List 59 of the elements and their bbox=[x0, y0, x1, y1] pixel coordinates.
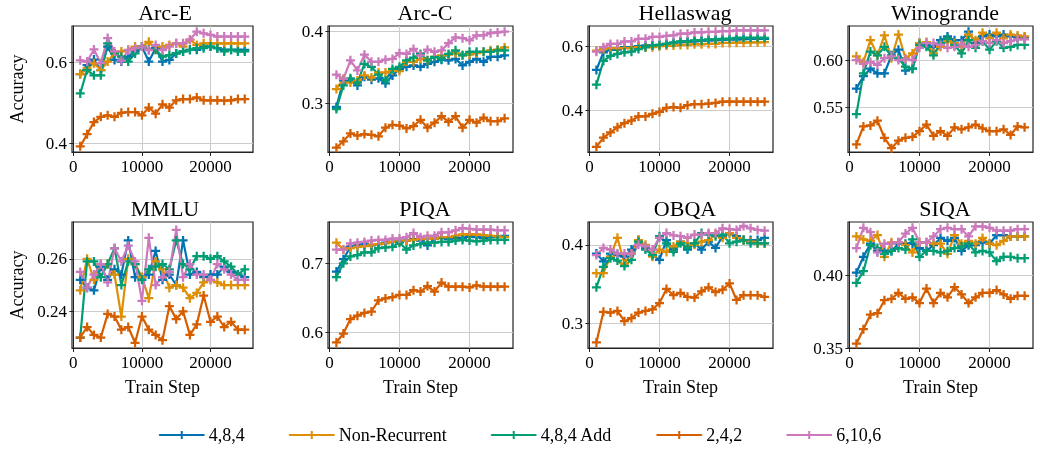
x-tick-label: 20000 bbox=[708, 353, 751, 372]
x-tick-label: 0 bbox=[585, 157, 594, 176]
y-tick-label: 0.4 bbox=[561, 100, 584, 120]
legend-label: 2,4,2 bbox=[706, 425, 743, 445]
x-tick-label: 0 bbox=[69, 353, 78, 372]
y-tick-label: 0.7 bbox=[301, 253, 324, 273]
x-tick-label: 0 bbox=[325, 353, 334, 372]
y-tick-label: 0.55 bbox=[813, 97, 843, 117]
y-tick-label: 0.60 bbox=[813, 50, 843, 70]
y-tick-label: 0.3 bbox=[301, 93, 323, 113]
y-tick-label: 0.35 bbox=[813, 338, 843, 358]
x-tick-label: 10000 bbox=[378, 353, 421, 372]
y-tick-label: 0.6 bbox=[45, 52, 67, 72]
y-tick-label: 0.6 bbox=[301, 322, 323, 342]
legend-label: Non-Recurrent bbox=[338, 425, 447, 445]
chart-title: MMLU bbox=[130, 195, 200, 221]
y-axis-title: Accuracy bbox=[7, 250, 27, 320]
x-tick-label: 20000 bbox=[968, 157, 1011, 176]
x-tick-label: 0 bbox=[325, 157, 334, 176]
y-tick-label: 0.6 bbox=[561, 36, 583, 56]
x-tick-label: 20000 bbox=[968, 353, 1011, 372]
y-tick-label: 0.4 bbox=[561, 235, 584, 255]
y-axis-title: Accuracy bbox=[7, 54, 27, 124]
x-tick-label: 10000 bbox=[638, 353, 681, 372]
x-tick-label: 0 bbox=[845, 353, 854, 372]
x-axis-title: Train Step bbox=[383, 377, 458, 397]
y-tick-label: 0.4 bbox=[301, 22, 324, 42]
x-tick-label: 20000 bbox=[189, 353, 232, 372]
y-tick-label: 0.26 bbox=[37, 249, 67, 269]
x-tick-label: 10000 bbox=[120, 353, 164, 372]
x-tick-label: 20000 bbox=[448, 157, 491, 176]
x-tick-label: 10000 bbox=[378, 157, 421, 176]
legend-label: 4,8,4 Add bbox=[540, 425, 612, 445]
chart-title: OBQA bbox=[653, 195, 717, 221]
legend-label: 4,8,4 bbox=[208, 425, 245, 445]
legend-label: 6,10,6 bbox=[836, 425, 882, 445]
y-tick-label: 0.3 bbox=[561, 314, 583, 334]
chart-title: PIQA bbox=[399, 195, 451, 221]
x-tick-label: 10000 bbox=[120, 157, 164, 176]
x-axis-title: Train Step bbox=[903, 377, 978, 397]
y-tick-label: 0.40 bbox=[813, 266, 843, 286]
x-axis-title: Train Step bbox=[643, 377, 718, 397]
y-tick-label: 0.24 bbox=[37, 301, 68, 321]
chart-title: Winogrande bbox=[891, 0, 999, 25]
x-tick-label: 0 bbox=[585, 353, 594, 372]
x-tick-label: 20000 bbox=[708, 157, 751, 176]
x-tick-label: 0 bbox=[845, 157, 854, 176]
y-tick-label: 0.4 bbox=[45, 133, 68, 153]
x-tick-label: 10000 bbox=[898, 157, 941, 176]
chart-title: Arc-C bbox=[397, 0, 453, 25]
chart-title: SIQA bbox=[919, 195, 971, 221]
x-tick-label: 10000 bbox=[898, 353, 941, 372]
x-tick-label: 0 bbox=[69, 157, 78, 176]
chart-title: Hellaswag bbox=[638, 0, 732, 25]
x-tick-label: 20000 bbox=[189, 157, 232, 176]
x-axis-title: Train Step bbox=[125, 377, 200, 397]
chart-title: Arc-E bbox=[138, 0, 192, 25]
x-tick-label: 10000 bbox=[638, 157, 681, 176]
x-tick-label: 20000 bbox=[448, 353, 491, 372]
